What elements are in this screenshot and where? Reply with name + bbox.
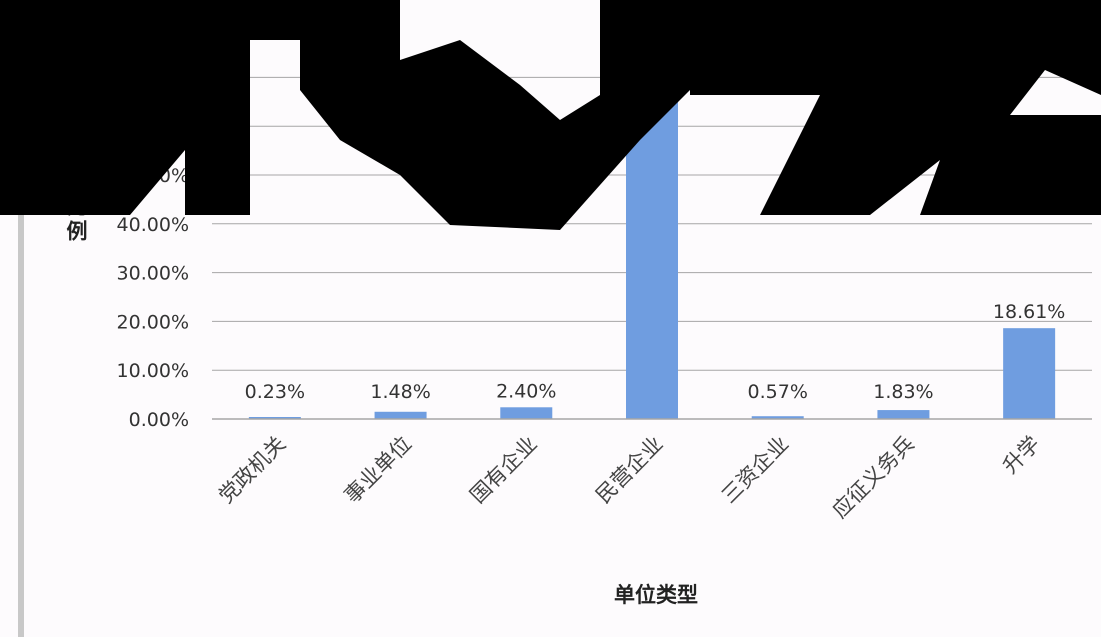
slide-left-border <box>18 0 24 637</box>
data-label: 0.23% <box>245 381 305 403</box>
y-tick-label: 20.00% <box>117 311 189 333</box>
scribble-stroke-left <box>0 0 300 215</box>
bar <box>248 417 301 419</box>
y-tick-label: 30.00% <box>117 263 189 285</box>
bar <box>1003 328 1056 419</box>
black-scribble-overlay <box>0 0 1101 230</box>
data-label: 1.48% <box>370 381 430 403</box>
scribble-stroke-right <box>690 0 1101 215</box>
x-axis-title: 单位类型 <box>614 583 698 607</box>
scribble-stroke-middle <box>300 0 690 230</box>
data-label: 18.61% <box>993 301 1065 323</box>
data-label: 2.40% <box>496 380 556 402</box>
data-label: 0.57% <box>748 381 808 403</box>
y-tick-label: 0.00% <box>129 409 189 431</box>
data-label: 1.83% <box>873 381 933 403</box>
bar <box>751 416 804 419</box>
y-tick-label: 40.00% <box>117 214 189 236</box>
bar <box>500 407 553 419</box>
data-labels: 0.23% 1.48% 2.40% 0.57% 1.83% 18.61% <box>245 301 1066 403</box>
y-tick-label: 10.00% <box>117 360 189 382</box>
bar <box>374 411 427 419</box>
bar <box>877 410 930 419</box>
